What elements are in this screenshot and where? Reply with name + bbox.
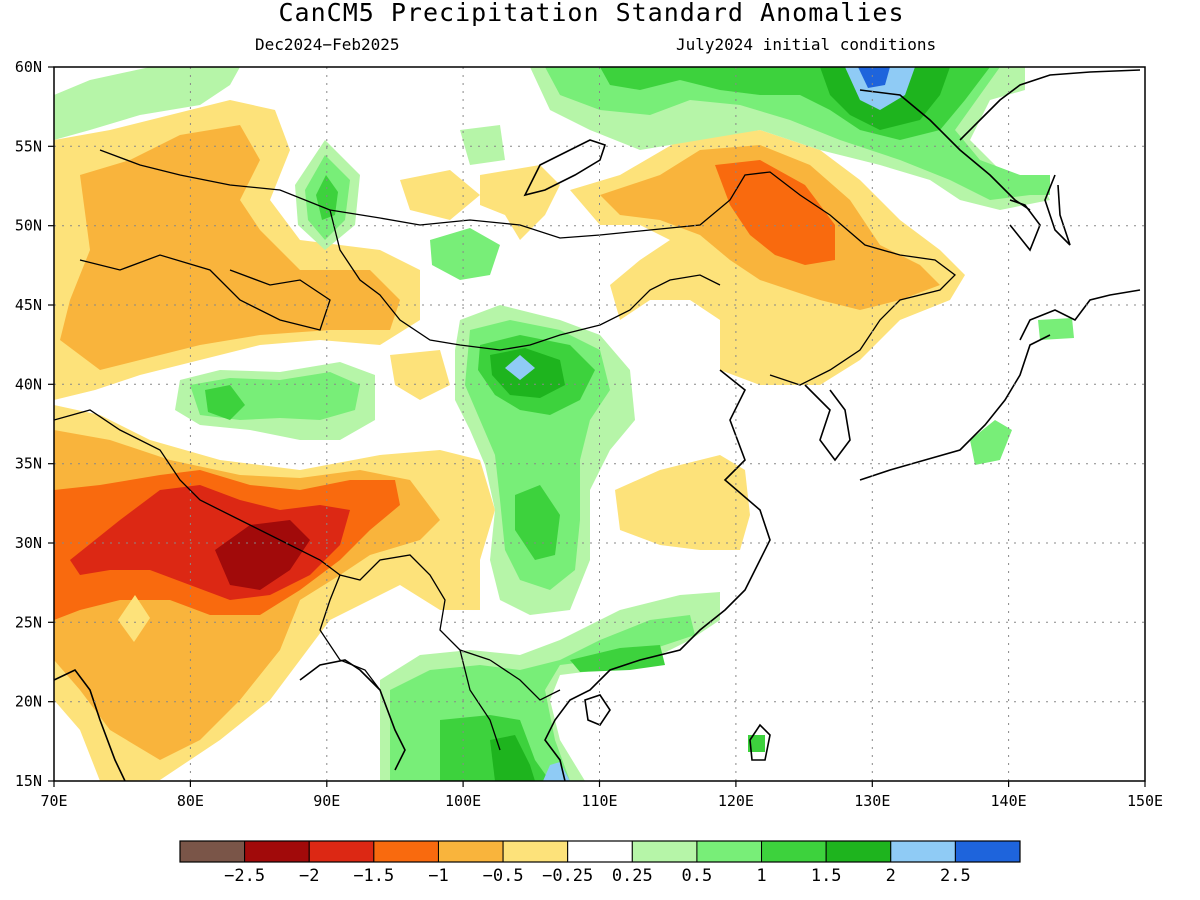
colorbar-label: −0.5 <box>483 866 524 886</box>
wet-region-northwest <box>54 67 240 140</box>
wet-region-siberia-extreme <box>858 67 890 88</box>
lon-tick-label: 110E <box>581 792 617 810</box>
colorbar-swatch <box>437 840 504 863</box>
colorbar-label: 0.5 <box>682 866 713 886</box>
lon-tick-label: 90E <box>313 792 340 810</box>
colorbar-label: 2 <box>886 866 896 886</box>
colorbar-swatch <box>890 840 956 863</box>
wet-region-japan <box>970 420 1012 465</box>
map-title: CanCM5 Precipitation Standard Anomalies <box>278 0 905 27</box>
lon-tick-label: 120E <box>718 792 754 810</box>
lat-tick-label: 25N <box>15 613 42 631</box>
anomaly-field <box>54 67 1145 781</box>
lat-tick-label: 15N <box>15 772 42 790</box>
dry-region-tibet-extreme <box>215 520 310 590</box>
colorbar-swatch <box>502 840 569 863</box>
colorbar-swatch <box>373 840 439 863</box>
dry-region-manchuria-strong <box>715 160 835 265</box>
colorbar-frame <box>179 840 1021 863</box>
dry-region-north-china <box>390 350 450 400</box>
lon-tick-labels: 70E 80E 90E 100E 110E 120E 130E 140E 150… <box>40 792 1163 810</box>
colorbar-label: 2.5 <box>940 866 971 886</box>
dry-region-central-asia-core <box>60 125 400 370</box>
colorbar-swatch <box>631 840 698 863</box>
wet-region-siberia-very-high <box>845 67 915 110</box>
colorbar: −2.5 −2 −1.5 −1 −0.5 −0.25 0.25 0.5 1 1.… <box>179 840 1021 886</box>
country-borders <box>54 149 956 751</box>
dry-region-east-china <box>615 455 750 550</box>
dry-region-india-diamond <box>118 595 150 642</box>
colorbar-label: 1 <box>756 866 766 886</box>
colorbar-swatch <box>308 840 375 863</box>
colorbar-swatch <box>567 840 633 863</box>
colorbar-label: −0.25 <box>542 866 593 886</box>
colorbar-label: −2.5 <box>224 866 265 886</box>
lon-tick-label: 70E <box>40 792 67 810</box>
colorbar-swatch <box>179 840 246 863</box>
lat-tick-label: 50N <box>15 217 42 235</box>
tick-marks <box>48 66 1146 787</box>
wet-region-tarim-strong <box>205 385 245 420</box>
lat-tick-label: 60N <box>15 58 42 76</box>
coastlines <box>54 69 1141 781</box>
lon-tick-label: 100E <box>445 792 481 810</box>
lat-tick-label: 40N <box>15 375 42 393</box>
colorbar-swatch <box>696 840 763 863</box>
dry-region-lake-baikal <box>480 165 560 240</box>
lon-tick-label: 140E <box>991 792 1027 810</box>
wet-region-kamchatka-patch <box>1020 175 1050 195</box>
lat-tick-label: 35N <box>15 455 42 473</box>
wet-region-south-china-strong <box>570 645 665 672</box>
wet-region-mongolia-very-high <box>505 355 535 380</box>
initial-conditions: July2024 initial conditions <box>676 35 937 54</box>
colorbar-swatch <box>761 840 827 863</box>
wet-region-sichuan <box>515 485 560 560</box>
lat-tick-label: 20N <box>15 693 42 711</box>
lon-tick-label: 150E <box>1127 792 1163 810</box>
colorbar-label: 1.5 <box>811 866 842 886</box>
colorbar-swatch <box>954 840 1021 863</box>
wet-region-sayan <box>430 228 500 280</box>
forecast-period: Dec2024−Feb2025 <box>255 35 400 54</box>
colorbar-swatch <box>825 840 892 863</box>
wet-region-se-asia-core <box>490 735 535 781</box>
gridlines <box>54 67 1145 781</box>
lon-tick-label: 80E <box>177 792 204 810</box>
colorbar-label: −1.5 <box>353 866 394 886</box>
lat-tick-labels: 60N 55N 50N 45N 40N 35N 30N 25N 20N 15N <box>15 58 42 790</box>
colorbar-swatch <box>244 840 310 863</box>
dry-region-altai <box>400 170 480 220</box>
lat-tick-label: 55N <box>15 137 42 155</box>
wet-region-dzungaria-strong <box>316 175 338 220</box>
wet-region-hokkaido <box>1038 318 1074 340</box>
lat-tick-label: 45N <box>15 296 42 314</box>
lat-tick-label: 30N <box>15 534 42 552</box>
colorbar-label: −2 <box>299 866 319 886</box>
colorbar-label: −1 <box>428 866 448 886</box>
wet-region-baikal-west <box>460 125 505 165</box>
lon-tick-label: 130E <box>854 792 890 810</box>
wet-region-taiwan <box>748 735 765 752</box>
colorbar-label: 0.25 <box>612 866 653 886</box>
